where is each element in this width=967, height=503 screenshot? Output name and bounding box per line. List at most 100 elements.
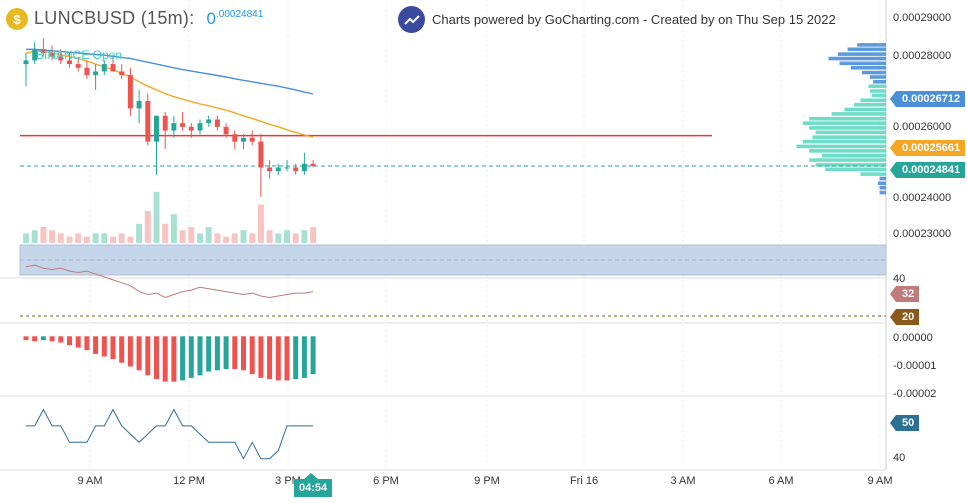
coin-icon: $ bbox=[6, 8, 28, 30]
rsi-level-tag: 20 bbox=[889, 309, 920, 325]
volume-bar bbox=[231, 233, 238, 243]
candle-body bbox=[301, 163, 307, 172]
candle-body bbox=[206, 119, 212, 124]
candle-body bbox=[275, 167, 281, 172]
candle-body bbox=[67, 60, 72, 65]
volume-bar bbox=[284, 230, 290, 243]
candle-body bbox=[145, 101, 151, 142]
volume-bar bbox=[144, 211, 151, 243]
rsi-tick: 40 bbox=[893, 273, 906, 285]
volume-bar bbox=[275, 233, 282, 243]
macd-histogram-bar bbox=[119, 336, 125, 363]
candle-body bbox=[154, 115, 159, 142]
volume-profile-bar bbox=[828, 56, 886, 61]
time-tick: 9 PM bbox=[474, 475, 500, 487]
time-tick: 12 PM bbox=[173, 475, 205, 487]
volume-bar bbox=[153, 191, 160, 243]
powered-by[interactable]: Charts powered by GoCharting.com - Creat… bbox=[398, 6, 836, 33]
macd-histogram-bar bbox=[58, 336, 64, 343]
volume-profile-bar bbox=[847, 47, 886, 52]
macd-histogram-bar bbox=[214, 336, 220, 371]
oscillator-line bbox=[26, 408, 314, 460]
macd-histogram-bar bbox=[258, 336, 264, 378]
volume-profile-bar bbox=[860, 98, 886, 103]
macd-histogram-bar bbox=[284, 336, 290, 381]
macd-histogram-bar bbox=[241, 336, 246, 371]
chart-header: $ LUNCBUSD (15m): 0.00024841 bbox=[6, 8, 264, 30]
volume-profile-bar bbox=[878, 181, 886, 186]
candle-body bbox=[223, 126, 229, 135]
time-tick: 3 AM bbox=[670, 475, 696, 487]
volume-profile-bar bbox=[809, 126, 886, 130]
volume-profile-bar bbox=[857, 43, 886, 47]
macd-tick: -0.00002 bbox=[893, 388, 937, 400]
volume-profile-bar bbox=[809, 116, 886, 121]
volume-bar bbox=[66, 236, 73, 243]
ma-fast-line bbox=[25, 50, 314, 138]
volume-bar bbox=[57, 233, 64, 243]
volume-bar bbox=[257, 204, 264, 243]
time-tick: Fri 16 bbox=[569, 475, 599, 487]
volume-profile-bar bbox=[838, 52, 886, 56]
candle-body bbox=[310, 163, 316, 166]
volume-profile-bar bbox=[870, 89, 886, 93]
volume-bar bbox=[40, 227, 47, 243]
rsi-line bbox=[25, 264, 314, 299]
symbol-label[interactable]: LUNCBUSD (15m): bbox=[34, 8, 195, 28]
volume-bar bbox=[266, 230, 273, 243]
macd-histogram-bar bbox=[267, 336, 273, 380]
trend-logo-icon bbox=[398, 6, 425, 33]
time-tick: 9 AM bbox=[77, 475, 103, 487]
volume-profile-bar bbox=[796, 144, 886, 149]
macd-histogram-bar bbox=[40, 336, 46, 341]
volume-profile-bar bbox=[862, 70, 886, 75]
volume-bar bbox=[83, 236, 90, 243]
last-price: 0.00024841 bbox=[206, 8, 264, 28]
candle-body bbox=[119, 71, 125, 76]
volume-profile-bar bbox=[825, 167, 886, 172]
candle-body bbox=[293, 167, 299, 172]
macd-tick: -0.00001 bbox=[893, 360, 937, 372]
macd-histogram-bar bbox=[162, 336, 168, 382]
volume-bar bbox=[92, 233, 99, 243]
current-time-badge: 04:54 bbox=[294, 473, 333, 497]
volume-profile-bar bbox=[812, 135, 886, 139]
candle-body bbox=[267, 167, 273, 172]
candle-body bbox=[49, 53, 55, 57]
macd-histogram-bar bbox=[180, 336, 186, 381]
volume-bar bbox=[249, 233, 256, 243]
volume-profile-bar bbox=[844, 107, 886, 112]
macd-histogram-bar bbox=[49, 336, 55, 342]
macd-histogram-bar bbox=[93, 336, 99, 354]
price-tick: 0.00023000 bbox=[893, 228, 952, 240]
exchange-label: BINANCE Open bbox=[36, 48, 123, 62]
volume-bar bbox=[179, 230, 186, 243]
macd-histogram-bar bbox=[67, 336, 72, 346]
macd-histogram-bar bbox=[206, 336, 212, 372]
volume-bar bbox=[292, 233, 299, 243]
candle-body bbox=[162, 115, 168, 131]
macd-histogram-bar bbox=[310, 336, 316, 375]
osc-value-tag: 50 bbox=[889, 415, 920, 431]
time-tick: 9 AM bbox=[867, 475, 893, 487]
macd-histogram-bar bbox=[223, 336, 229, 370]
macd-histogram-bar bbox=[101, 336, 107, 357]
candle-body bbox=[241, 137, 246, 142]
volume-bar bbox=[118, 233, 125, 243]
volume-bar bbox=[310, 227, 317, 243]
volume-bar bbox=[301, 230, 308, 243]
volume-profile-bar bbox=[839, 61, 886, 66]
macd-histogram-bar bbox=[23, 336, 29, 341]
powered-by-text: Charts powered by GoCharting.com - Creat… bbox=[432, 12, 836, 27]
volume-profile-bar bbox=[868, 84, 886, 89]
volume-bar bbox=[205, 227, 212, 243]
volume-profile-bar bbox=[809, 149, 886, 153]
time-tick: 6 PM bbox=[373, 475, 399, 487]
price-tick: 0.00026000 bbox=[893, 121, 952, 133]
ma-slow-price-tag: 0.00026712 bbox=[889, 91, 966, 107]
macd-histogram-bar bbox=[293, 336, 299, 380]
volume-bar bbox=[197, 233, 203, 243]
volume-profile-bar bbox=[860, 172, 886, 176]
macd-histogram-bar bbox=[75, 336, 81, 348]
